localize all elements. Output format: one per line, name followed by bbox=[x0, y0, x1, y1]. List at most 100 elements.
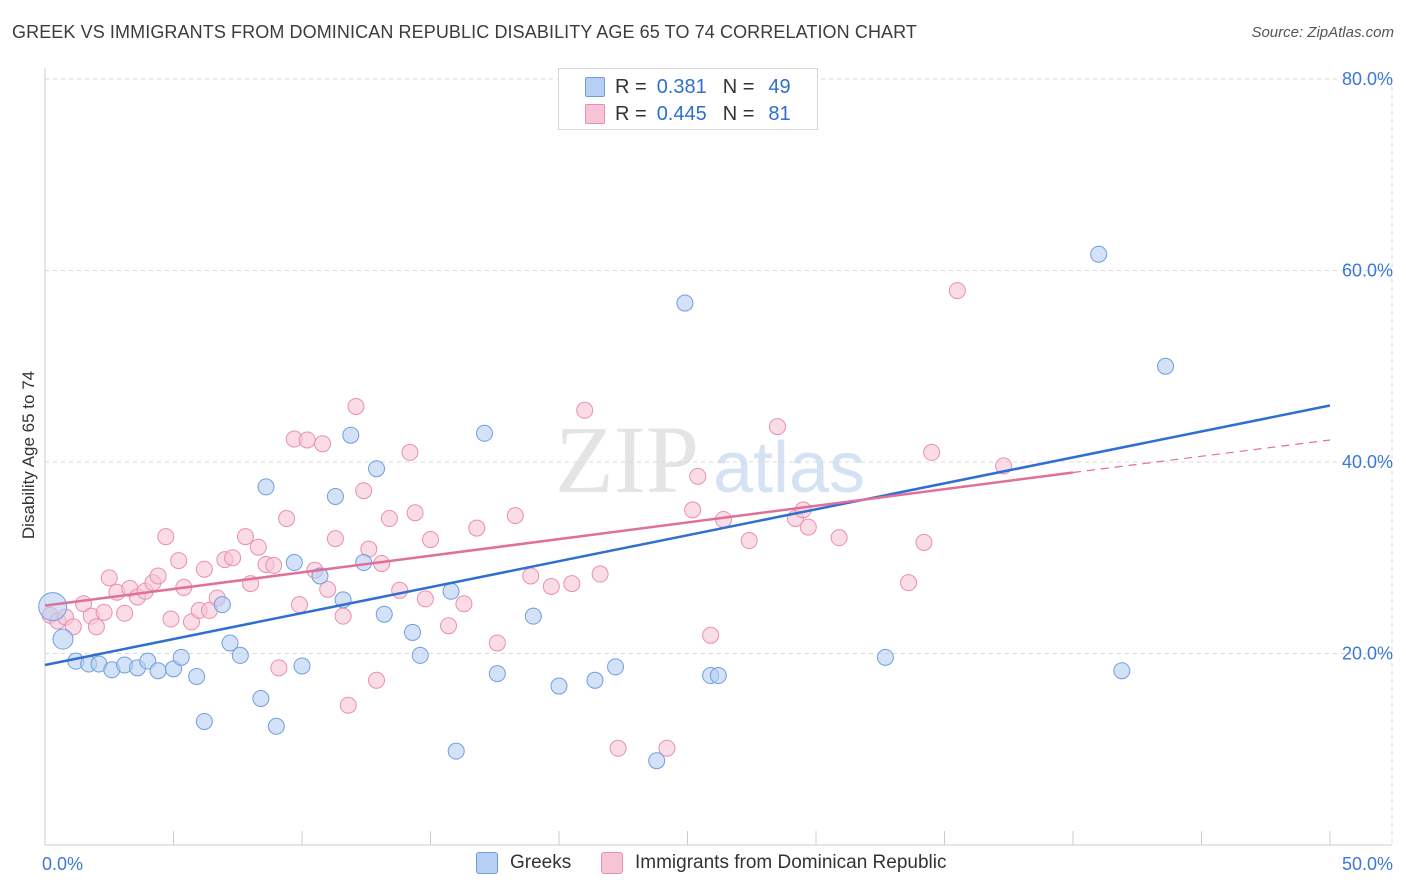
dominican-point bbox=[355, 482, 373, 500]
dominican-point bbox=[591, 565, 609, 583]
greeks-point bbox=[488, 665, 506, 683]
greeks-legend-swatch bbox=[476, 852, 498, 874]
dominican-point bbox=[368, 671, 386, 689]
y-tick-label: 40.0% bbox=[1342, 452, 1393, 472]
dominican-n-label: N = bbox=[722, 102, 755, 125]
dominican-point bbox=[334, 607, 352, 625]
greeks-point bbox=[1157, 357, 1175, 375]
dominican-point bbox=[64, 618, 82, 636]
greeks-n-label: N = bbox=[722, 75, 755, 98]
greeks-point bbox=[447, 742, 465, 760]
greeks-point bbox=[368, 460, 386, 478]
dominican-point bbox=[95, 603, 113, 621]
greeks-point bbox=[195, 712, 213, 730]
dominican-point bbox=[830, 529, 848, 547]
dominican-point bbox=[391, 581, 409, 599]
source-label: Source: ZipAtlas.com bbox=[1251, 24, 1394, 41]
greeks-r-label: R = bbox=[615, 75, 647, 98]
dominican-r-label: R = bbox=[615, 102, 647, 125]
dominican-point bbox=[319, 580, 337, 598]
dominican-point bbox=[236, 528, 254, 546]
greeks-point bbox=[257, 478, 275, 496]
greeks-point bbox=[293, 657, 311, 675]
dominican-point bbox=[162, 610, 180, 628]
greeks-point bbox=[252, 690, 270, 708]
dominican-point bbox=[116, 604, 134, 622]
chart-title: GREEK VS IMMIGRANTS FROM DOMINICAN REPUB… bbox=[12, 22, 918, 42]
dominican-point bbox=[948, 282, 966, 300]
dominican-point bbox=[170, 552, 188, 570]
dominican-point bbox=[278, 509, 296, 527]
x-tick-label: 50.0% bbox=[1342, 854, 1393, 874]
dominican-point bbox=[270, 659, 288, 677]
greeks-point bbox=[188, 667, 206, 685]
y-tick-label: 60.0% bbox=[1342, 261, 1393, 281]
greeks-point bbox=[709, 667, 727, 685]
dominican-point bbox=[689, 467, 707, 485]
dominican-point bbox=[249, 538, 267, 556]
dominican-legend-label: Immigrants from Dominican Republic bbox=[635, 852, 947, 873]
greeks-point bbox=[607, 658, 625, 676]
greeks-point bbox=[326, 487, 344, 505]
dominican-point bbox=[314, 435, 332, 453]
x-tick-label: 0.0% bbox=[42, 854, 83, 874]
dominican-point bbox=[298, 431, 316, 449]
dominican-point bbox=[506, 507, 524, 525]
legend-row-greeks: R = 0.381 N = 49 bbox=[585, 75, 791, 99]
greeks-r-value: 0.381 bbox=[656, 75, 707, 98]
dominican-point bbox=[684, 501, 702, 519]
dominican-point bbox=[439, 617, 457, 635]
dominican-n-value: 81 bbox=[768, 102, 791, 125]
dominican-point bbox=[401, 443, 419, 461]
greeks-point bbox=[404, 623, 422, 641]
greeks-point bbox=[475, 424, 493, 442]
dominican-legend-swatch bbox=[601, 852, 623, 874]
dominican-point bbox=[290, 596, 308, 614]
greeks-point bbox=[342, 426, 360, 444]
dominican-point bbox=[380, 509, 398, 527]
greeks-point bbox=[311, 567, 329, 585]
dominican-point bbox=[563, 575, 581, 593]
greeks-point bbox=[676, 294, 694, 312]
greeks-point bbox=[149, 662, 167, 680]
dominican-point bbox=[416, 590, 434, 608]
dominican-point bbox=[542, 577, 560, 595]
dominican-point bbox=[702, 626, 720, 644]
bottom-legend-dominican[interactable]: Immigrants from Dominican Republic bbox=[601, 852, 947, 874]
greeks-point bbox=[550, 677, 568, 695]
dominican-point bbox=[740, 532, 758, 550]
greeks-point bbox=[213, 596, 231, 614]
greeks-point bbox=[442, 582, 460, 600]
dominican-point bbox=[468, 519, 486, 537]
greeks-trend-line bbox=[44, 404, 1331, 667]
watermark-zip: ZIP bbox=[555, 406, 699, 513]
greeks-point bbox=[285, 554, 303, 572]
greeks-point bbox=[1090, 245, 1108, 263]
dominican-trend-extension bbox=[1072, 439, 1331, 474]
greeks-point bbox=[375, 605, 393, 623]
bottom-legend-greeks[interactable]: Greeks bbox=[476, 852, 571, 874]
dominican-point bbox=[768, 418, 786, 436]
greeks-point bbox=[221, 634, 239, 652]
dominican-point bbox=[149, 567, 167, 585]
y-tick-label: 80.0% bbox=[1342, 69, 1393, 89]
dominican-r-value: 0.445 bbox=[656, 102, 707, 125]
greeks-point bbox=[524, 607, 542, 625]
y-axis-label: Disability Age 65 to 74 bbox=[19, 371, 38, 539]
dominican-point bbox=[422, 531, 439, 549]
dominican-point bbox=[488, 634, 506, 652]
greeks-swatch bbox=[585, 77, 605, 97]
watermark-atlas: atlas bbox=[713, 428, 865, 508]
greeks-point bbox=[1113, 662, 1131, 680]
dominican-point bbox=[224, 549, 242, 567]
greeks-point bbox=[586, 671, 604, 689]
dominican-point bbox=[195, 560, 213, 578]
greeks-n-value: 49 bbox=[768, 75, 791, 98]
dominican-point bbox=[265, 556, 283, 574]
dominican-point bbox=[900, 574, 918, 592]
greeks-point bbox=[172, 648, 190, 666]
dominican-point bbox=[87, 618, 105, 636]
dominican-point bbox=[915, 533, 933, 551]
dominican-point bbox=[455, 595, 473, 613]
